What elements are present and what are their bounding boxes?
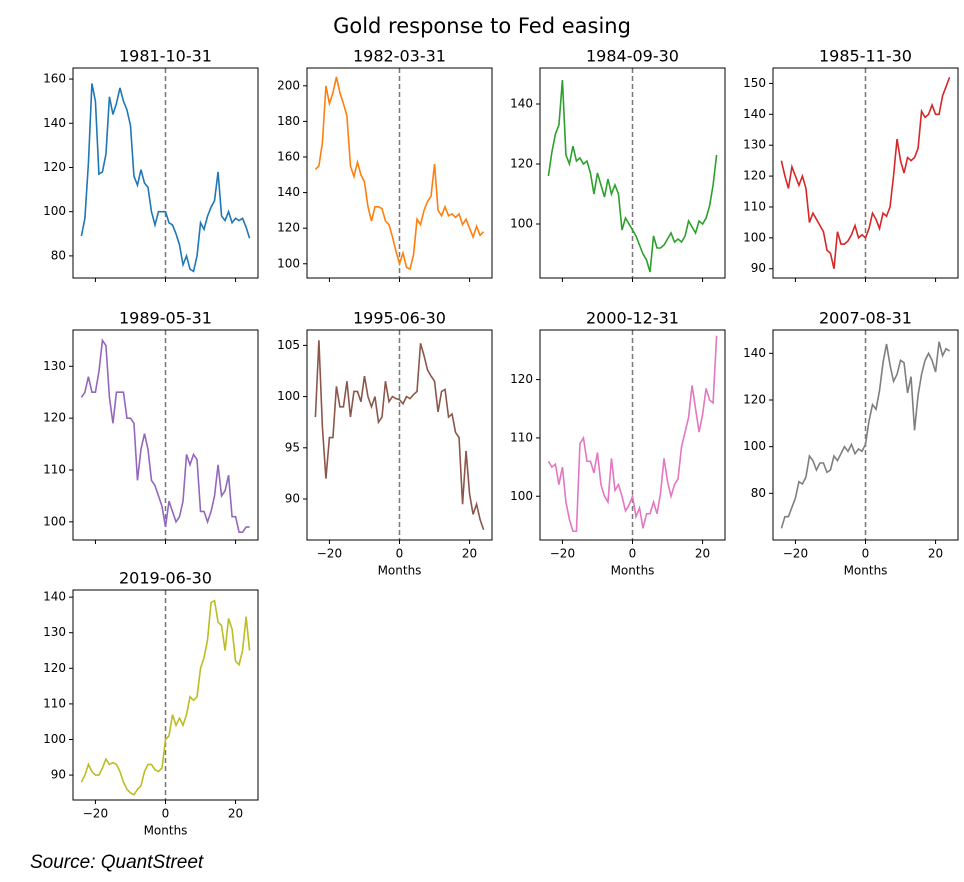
x-tick-label: −20 <box>783 547 808 561</box>
subplot-title: 2019-06-30 <box>119 569 212 588</box>
data-line <box>80 338 250 534</box>
plot-frame <box>772 329 959 541</box>
y-tick-label: 200 <box>277 78 300 92</box>
y-tick-label: 120 <box>743 169 766 183</box>
data-line <box>547 335 718 533</box>
y-tick-label: 100 <box>43 732 66 746</box>
y-tick-label: 100 <box>510 217 533 231</box>
y-tick-label: 160 <box>43 72 66 86</box>
y-tick-label: 120 <box>43 160 66 174</box>
y-tick-label: 110 <box>743 199 766 213</box>
y-tick-label: 90 <box>285 492 300 506</box>
y-tick-label: 100 <box>43 514 66 528</box>
y-tick-label: 120 <box>43 411 66 425</box>
y-tick-label: 90 <box>51 768 66 782</box>
data-line <box>80 599 251 796</box>
y-tick-label: 150 <box>743 76 766 90</box>
x-tick-label: 20 <box>695 547 710 561</box>
subplot-title: 2000-12-31 <box>586 309 679 328</box>
y-tick-label: 100 <box>277 256 300 270</box>
plot-frame <box>306 67 493 279</box>
subplot-title: 1985-11-30 <box>819 47 912 66</box>
y-tick-label: 80 <box>51 248 66 262</box>
x-tick-label: 0 <box>162 807 170 821</box>
y-tick-label: 140 <box>743 107 766 121</box>
x-axis-label: Months <box>144 824 188 838</box>
y-tick-label: 160 <box>277 149 300 163</box>
y-tick-label: 130 <box>43 625 66 639</box>
data-line <box>780 341 951 529</box>
y-tick-label: 140 <box>43 116 66 130</box>
plot-frame <box>772 67 959 279</box>
x-axis-label: Months <box>378 564 422 578</box>
y-tick-label: 120 <box>743 393 766 407</box>
y-tick-label: 100 <box>743 230 766 244</box>
source-note: Source: QuantStreet <box>30 852 204 873</box>
data-line <box>80 83 251 273</box>
x-tick-label: −20 <box>550 547 575 561</box>
data-line <box>314 340 485 531</box>
x-tick-label: 0 <box>629 547 637 561</box>
y-tick-label: 100 <box>743 439 766 453</box>
y-tick-label: 130 <box>743 138 766 152</box>
x-tick-label: −20 <box>83 807 108 821</box>
y-tick-label: 110 <box>510 430 533 444</box>
x-tick-label: 20 <box>462 547 477 561</box>
y-tick-label: 140 <box>277 185 300 199</box>
y-tick-label: 120 <box>43 661 66 675</box>
figure-title: Gold response to Fed easing <box>333 14 631 38</box>
y-tick-label: 180 <box>277 114 300 128</box>
x-tick-label: 0 <box>862 547 870 561</box>
y-tick-label: 80 <box>751 486 766 500</box>
plot-frame <box>72 329 259 541</box>
y-tick-label: 100 <box>510 489 533 503</box>
plot-frame <box>539 329 726 541</box>
y-tick-label: 100 <box>43 204 66 218</box>
x-tick-label: 0 <box>396 547 404 561</box>
y-tick-label: 120 <box>277 221 300 235</box>
subplot-title: 1984-09-30 <box>586 47 679 66</box>
data-line <box>547 79 718 273</box>
subplot-title: 1995-06-30 <box>353 309 446 328</box>
plot-frame <box>306 329 493 541</box>
plot-frame <box>72 67 259 279</box>
subplot-title: 1981-10-31 <box>119 47 212 66</box>
y-tick-label: 120 <box>510 157 533 171</box>
y-tick-label: 140 <box>43 590 66 604</box>
plot-frame <box>539 67 726 279</box>
y-tick-label: 105 <box>277 338 300 352</box>
y-tick-label: 140 <box>510 97 533 111</box>
y-tick-label: 95 <box>285 440 300 454</box>
y-tick-label: 120 <box>510 372 533 386</box>
y-tick-label: 110 <box>43 463 66 477</box>
x-tick-label: 20 <box>228 807 243 821</box>
y-tick-label: 110 <box>43 696 66 710</box>
y-tick-label: 130 <box>43 359 66 373</box>
x-axis-label: Months <box>611 564 655 578</box>
subplot-title: 2007-08-31 <box>819 309 912 328</box>
plot-frame <box>72 589 259 801</box>
y-tick-label: 90 <box>751 261 766 275</box>
y-tick-label: 100 <box>277 389 300 403</box>
x-tick-label: 20 <box>928 547 943 561</box>
subplot-title: 1989-05-31 <box>119 309 212 328</box>
y-tick-label: 140 <box>743 346 766 360</box>
data-line <box>314 76 485 271</box>
data-line <box>780 76 951 269</box>
x-tick-label: −20 <box>317 547 342 561</box>
x-axis-label: Months <box>844 564 888 578</box>
subplot-title: 1982-03-31 <box>353 47 446 66</box>
